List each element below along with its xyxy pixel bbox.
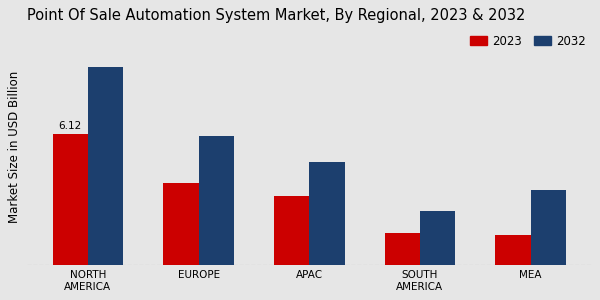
Bar <box>385 233 420 265</box>
Bar <box>199 136 234 265</box>
Bar <box>309 162 344 265</box>
Bar <box>163 184 199 265</box>
Y-axis label: Market Size in USD Billion: Market Size in USD Billion <box>8 71 22 223</box>
Legend: 2023, 2032: 2023, 2032 <box>470 34 586 48</box>
Bar <box>53 134 88 265</box>
Bar <box>530 190 566 265</box>
Bar <box>88 68 124 265</box>
Text: Point Of Sale Automation System Market, By Regional, 2023 & 2032: Point Of Sale Automation System Market, … <box>27 8 525 23</box>
Text: 6.12: 6.12 <box>59 121 82 131</box>
Bar <box>274 196 309 265</box>
Bar <box>495 235 530 265</box>
Bar <box>420 212 455 265</box>
